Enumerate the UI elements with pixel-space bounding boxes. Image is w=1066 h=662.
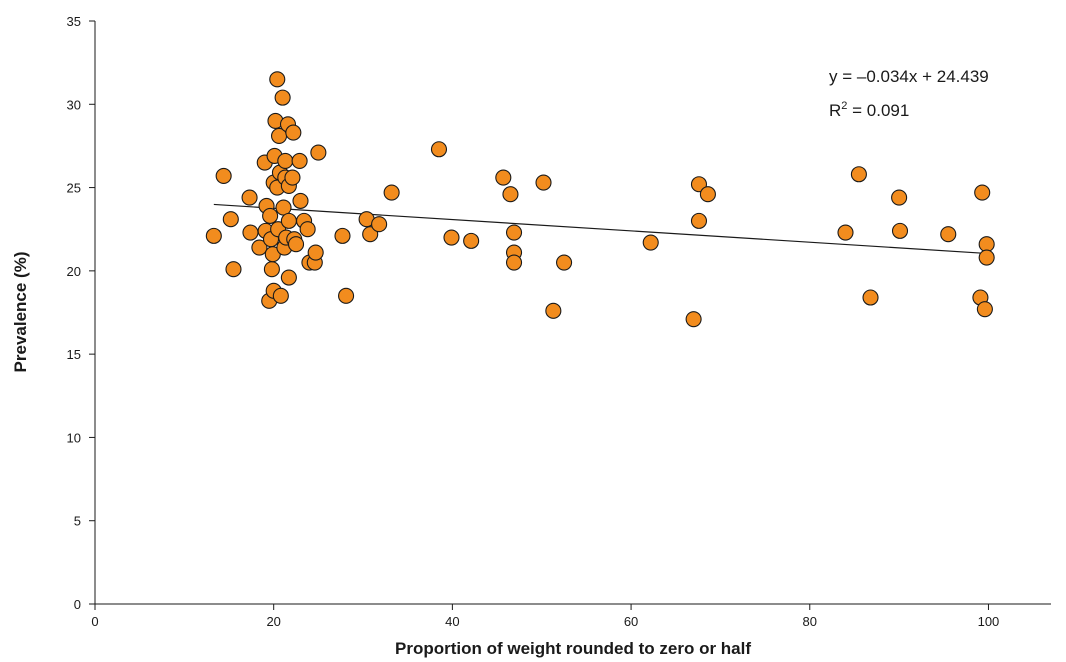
data-point <box>371 216 388 233</box>
data-point <box>215 167 232 184</box>
data-points <box>205 71 995 328</box>
data-point <box>974 184 991 201</box>
data-point <box>443 229 460 246</box>
data-point <box>891 189 908 206</box>
data-point <box>222 211 239 228</box>
data-point <box>225 261 242 278</box>
y-tick-label: 35 <box>67 14 81 29</box>
y-axis-ticks: 0 5 10 15 20 25 30 35 <box>67 14 95 612</box>
data-point <box>837 224 854 241</box>
data-point <box>291 152 308 169</box>
data-point <box>205 227 222 244</box>
data-point <box>940 226 957 243</box>
data-point <box>495 169 512 186</box>
data-point <box>699 186 716 203</box>
x-tick-label: 100 <box>978 614 1000 629</box>
data-point <box>251 239 268 256</box>
data-point <box>277 152 294 169</box>
r-squared-label: R2 = 0.091 <box>829 100 909 120</box>
data-point <box>383 184 400 201</box>
data-point <box>287 236 305 253</box>
data-point <box>362 226 379 243</box>
data-point <box>502 186 519 203</box>
x-tick-label: 20 <box>266 614 280 629</box>
data-point <box>310 144 327 161</box>
data-point <box>535 174 552 191</box>
data-point <box>545 302 562 319</box>
data-point <box>241 189 258 206</box>
data-point <box>862 289 879 306</box>
data-point <box>505 224 523 241</box>
data-point <box>269 71 286 88</box>
y-tick-label: 25 <box>67 181 81 196</box>
data-point <box>292 192 309 209</box>
data-point <box>262 207 279 224</box>
data-point <box>642 234 659 251</box>
data-point <box>690 176 708 193</box>
data-point <box>690 212 708 229</box>
data-point <box>850 166 867 183</box>
data-point <box>891 222 909 239</box>
y-tick-label: 30 <box>67 97 81 112</box>
data-point <box>338 287 355 304</box>
x-axis-title: Proportion of weight rounded to zero or … <box>395 639 751 658</box>
trend-line <box>213 203 989 255</box>
y-tick-label: 5 <box>74 514 81 529</box>
r-squared-value: = 0.091 <box>847 101 909 120</box>
x-tick-label: 80 <box>803 614 817 629</box>
y-tick-label: 15 <box>67 347 81 362</box>
data-point <box>280 269 297 286</box>
data-point <box>242 224 259 241</box>
y-tick-label: 20 <box>67 264 81 279</box>
data-point <box>430 141 448 158</box>
data-point <box>299 221 316 238</box>
data-point <box>505 254 523 271</box>
y-tick-label: 10 <box>67 430 81 445</box>
data-point <box>275 199 292 216</box>
r-squared-prefix: R <box>829 101 841 120</box>
data-point <box>978 236 995 253</box>
x-tick-label: 0 <box>91 614 98 629</box>
data-point <box>280 212 297 229</box>
data-point <box>284 169 301 186</box>
data-point <box>307 244 324 261</box>
data-point <box>556 254 573 271</box>
y-axis-title: Prevalence (%) <box>11 252 30 373</box>
data-point <box>274 89 291 106</box>
data-point <box>685 311 702 328</box>
data-point <box>272 287 289 304</box>
x-tick-label: 60 <box>624 614 638 629</box>
regression-equation: y = –0.034x + 24.439 <box>829 67 989 86</box>
data-point <box>978 249 995 266</box>
axes: 0 20 40 60 80 100 0 5 10 15 20 25 30 35 <box>67 14 1051 629</box>
r-squared-superscript: 2 <box>841 100 847 112</box>
data-point <box>263 261 280 278</box>
data-point <box>463 232 480 249</box>
x-axis-ticks: 0 20 40 60 80 100 <box>91 604 999 629</box>
data-point <box>976 301 993 318</box>
data-point <box>285 124 302 141</box>
y-tick-label: 0 <box>74 597 81 612</box>
data-point <box>334 227 351 244</box>
x-tick-label: 40 <box>445 614 459 629</box>
